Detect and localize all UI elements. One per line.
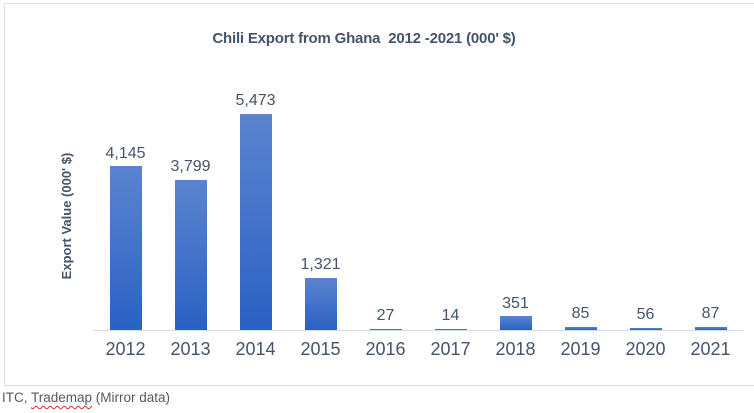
bar-column: 3,799 bbox=[158, 95, 223, 330]
x-tick-label: 2014 bbox=[235, 339, 276, 359]
bar-value-label: 27 bbox=[376, 306, 395, 324]
bar-column: 5,473 bbox=[223, 92, 288, 330]
x-tick-label: 2012 bbox=[105, 339, 146, 359]
bar-column: 351 bbox=[483, 95, 548, 330]
bar bbox=[304, 277, 337, 330]
bar-value-label: 1,321 bbox=[300, 256, 341, 274]
bar-column: 85 bbox=[548, 95, 613, 330]
x-tick-label: 2015 bbox=[300, 339, 341, 359]
chart-frame: Chili Export from Ghana 2012 -2021 (000'… bbox=[4, 3, 754, 386]
bar bbox=[174, 180, 207, 330]
bar-value-label: 351 bbox=[502, 294, 529, 312]
source-note-misspelled-word: Trademap bbox=[31, 390, 93, 405]
bar bbox=[564, 326, 597, 330]
bar-column: 4,145 bbox=[93, 95, 158, 330]
bar-column: 27 bbox=[353, 95, 418, 330]
bar bbox=[629, 327, 662, 330]
source-note-suffix: (Mirror data) bbox=[92, 390, 171, 405]
bar-column: 1,321 bbox=[288, 95, 353, 330]
y-axis-title: Export Value (000' $) bbox=[59, 152, 74, 280]
chart-title: Chili Export from Ghana 2012 -2021 (000'… bbox=[212, 30, 516, 47]
x-tick-label: 2018 bbox=[495, 339, 536, 359]
bar-value-label: 4,145 bbox=[105, 144, 146, 162]
bar-value-label: 85 bbox=[571, 305, 590, 323]
bar-column: 56 bbox=[613, 95, 678, 330]
bar-column: 87 bbox=[678, 95, 743, 330]
bar bbox=[369, 328, 402, 330]
x-tick-label: 2021 bbox=[690, 339, 731, 359]
bar-value-label: 56 bbox=[636, 306, 655, 324]
bar-value-label: 14 bbox=[441, 306, 460, 324]
x-tick-label: 2013 bbox=[170, 339, 211, 359]
bar bbox=[239, 114, 272, 330]
bar-value-label: 5,473 bbox=[235, 92, 276, 110]
source-note-prefix: ITC, bbox=[2, 390, 32, 405]
x-axis: 2012 2013 2014 2015 2016 2017 2018 2019 2020 2021 bbox=[93, 339, 743, 360]
bar-value-label: 3,799 bbox=[170, 158, 211, 176]
source-note: ITC, Trademap (Mirror data) bbox=[2, 390, 170, 405]
bar bbox=[694, 326, 727, 330]
bar bbox=[434, 328, 467, 330]
bar bbox=[499, 316, 532, 330]
x-tick-label: 2020 bbox=[625, 339, 666, 359]
bar-column: 14 bbox=[418, 95, 483, 330]
bar bbox=[109, 166, 142, 330]
plot-area: 4,145 3,799 5,473 1,321 27 14 351 85 56 87 bbox=[93, 92, 743, 331]
bar-value-label: 87 bbox=[701, 304, 720, 322]
x-tick-label: 2019 bbox=[560, 339, 601, 359]
x-tick-label: 2016 bbox=[365, 339, 406, 359]
x-tick-label: 2017 bbox=[430, 339, 471, 359]
